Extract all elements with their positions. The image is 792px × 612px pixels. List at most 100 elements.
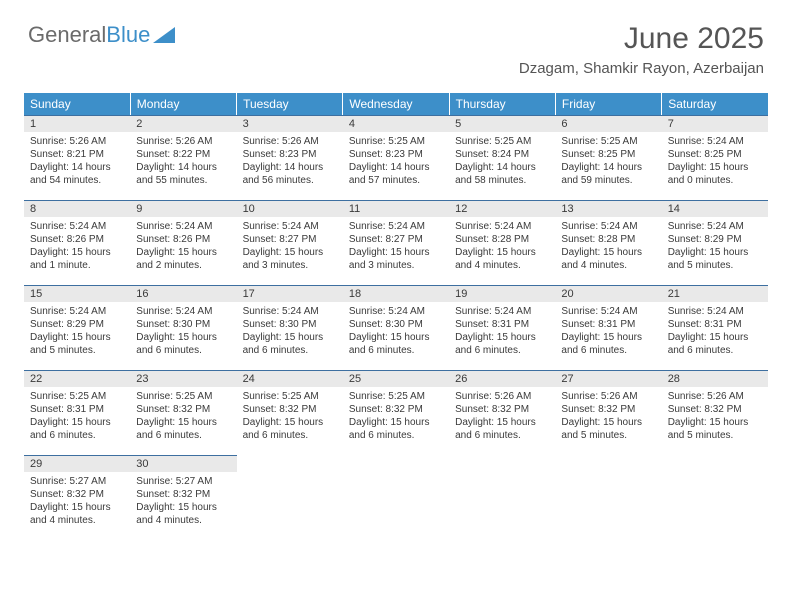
daylight-line: Daylight: 15 hours and 5 minutes.	[561, 416, 655, 442]
sunset-line: Sunset: 8:32 PM	[349, 403, 443, 416]
day-number: 28	[662, 370, 768, 387]
sunset-line: Sunset: 8:28 PM	[561, 233, 655, 246]
calendar-cell: 22Sunrise: 5:25 AMSunset: 8:31 PMDayligh…	[24, 370, 130, 455]
sunset-line: Sunset: 8:32 PM	[455, 403, 549, 416]
sunset-line: Sunset: 8:31 PM	[668, 318, 762, 331]
daylight-line: Daylight: 15 hours and 6 minutes.	[455, 416, 549, 442]
day-number: 13	[555, 200, 661, 217]
sunset-line: Sunset: 8:29 PM	[30, 318, 124, 331]
calendar-cell: 18Sunrise: 5:24 AMSunset: 8:30 PMDayligh…	[343, 285, 449, 370]
sunrise-line: Sunrise: 5:24 AM	[136, 305, 230, 318]
daylight-line: Daylight: 15 hours and 5 minutes.	[30, 331, 124, 357]
calendar-cell: 21Sunrise: 5:24 AMSunset: 8:31 PMDayligh…	[662, 285, 768, 370]
day-body: Sunrise: 5:27 AMSunset: 8:32 PMDaylight:…	[130, 472, 236, 530]
sunset-line: Sunset: 8:29 PM	[668, 233, 762, 246]
calendar-week-row: 22Sunrise: 5:25 AMSunset: 8:31 PMDayligh…	[24, 370, 768, 455]
daylight-line: Daylight: 15 hours and 6 minutes.	[243, 416, 337, 442]
weekday-header: Monday	[130, 93, 236, 115]
day-number: 23	[130, 370, 236, 387]
day-body: Sunrise: 5:24 AMSunset: 8:30 PMDaylight:…	[130, 302, 236, 360]
calendar-cell: 1Sunrise: 5:26 AMSunset: 8:21 PMDaylight…	[24, 115, 130, 200]
day-body: Sunrise: 5:26 AMSunset: 8:32 PMDaylight:…	[449, 387, 555, 445]
sunrise-line: Sunrise: 5:25 AM	[349, 390, 443, 403]
day-body: Sunrise: 5:26 AMSunset: 8:23 PMDaylight:…	[237, 132, 343, 190]
calendar-cell: 12Sunrise: 5:24 AMSunset: 8:28 PMDayligh…	[449, 200, 555, 285]
sunset-line: Sunset: 8:30 PM	[243, 318, 337, 331]
sunrise-line: Sunrise: 5:26 AM	[30, 135, 124, 148]
calendar-cell: 8Sunrise: 5:24 AMSunset: 8:26 PMDaylight…	[24, 200, 130, 285]
calendar-cell	[343, 455, 449, 540]
day-number: 24	[237, 370, 343, 387]
day-number: 7	[662, 115, 768, 132]
sunset-line: Sunset: 8:30 PM	[136, 318, 230, 331]
day-body: Sunrise: 5:24 AMSunset: 8:28 PMDaylight:…	[449, 217, 555, 275]
daylight-line: Daylight: 15 hours and 6 minutes.	[349, 331, 443, 357]
day-body: Sunrise: 5:25 AMSunset: 8:24 PMDaylight:…	[449, 132, 555, 190]
header: GeneralBlue June 2025 Dzagam, Shamkir Ra…	[0, 0, 792, 83]
day-body: Sunrise: 5:24 AMSunset: 8:30 PMDaylight:…	[237, 302, 343, 360]
sunrise-line: Sunrise: 5:24 AM	[455, 220, 549, 233]
day-body: Sunrise: 5:26 AMSunset: 8:32 PMDaylight:…	[555, 387, 661, 445]
daylight-line: Daylight: 15 hours and 3 minutes.	[349, 246, 443, 272]
day-number: 8	[24, 200, 130, 217]
logo-text-blue: Blue	[106, 22, 150, 48]
sunset-line: Sunset: 8:23 PM	[243, 148, 337, 161]
weekday-header: Sunday	[24, 93, 130, 115]
day-body: Sunrise: 5:25 AMSunset: 8:25 PMDaylight:…	[555, 132, 661, 190]
sunset-line: Sunset: 8:23 PM	[349, 148, 443, 161]
sunset-line: Sunset: 8:21 PM	[30, 148, 124, 161]
daylight-line: Daylight: 14 hours and 58 minutes.	[455, 161, 549, 187]
daylight-line: Daylight: 15 hours and 6 minutes.	[136, 331, 230, 357]
daylight-line: Daylight: 15 hours and 6 minutes.	[30, 416, 124, 442]
sunset-line: Sunset: 8:28 PM	[455, 233, 549, 246]
calendar-cell: 15Sunrise: 5:24 AMSunset: 8:29 PMDayligh…	[24, 285, 130, 370]
day-body: Sunrise: 5:24 AMSunset: 8:25 PMDaylight:…	[662, 132, 768, 190]
day-number: 3	[237, 115, 343, 132]
calendar-cell	[449, 455, 555, 540]
calendar-cell	[237, 455, 343, 540]
day-body: Sunrise: 5:24 AMSunset: 8:26 PMDaylight:…	[130, 217, 236, 275]
day-body: Sunrise: 5:26 AMSunset: 8:21 PMDaylight:…	[24, 132, 130, 190]
calendar-cell: 30Sunrise: 5:27 AMSunset: 8:32 PMDayligh…	[130, 455, 236, 540]
day-body: Sunrise: 5:27 AMSunset: 8:32 PMDaylight:…	[24, 472, 130, 530]
daylight-line: Daylight: 15 hours and 6 minutes.	[668, 331, 762, 357]
calendar-cell: 28Sunrise: 5:26 AMSunset: 8:32 PMDayligh…	[662, 370, 768, 455]
day-body: Sunrise: 5:24 AMSunset: 8:31 PMDaylight:…	[662, 302, 768, 360]
sunrise-line: Sunrise: 5:25 AM	[243, 390, 337, 403]
weekday-header: Wednesday	[343, 93, 449, 115]
sunrise-line: Sunrise: 5:24 AM	[243, 305, 337, 318]
sunset-line: Sunset: 8:31 PM	[561, 318, 655, 331]
daylight-line: Daylight: 15 hours and 4 minutes.	[561, 246, 655, 272]
day-number: 19	[449, 285, 555, 302]
weekday-header: Friday	[555, 93, 661, 115]
calendar-cell: 26Sunrise: 5:26 AMSunset: 8:32 PMDayligh…	[449, 370, 555, 455]
sunrise-line: Sunrise: 5:24 AM	[668, 220, 762, 233]
sunset-line: Sunset: 8:24 PM	[455, 148, 549, 161]
sunrise-line: Sunrise: 5:26 AM	[561, 390, 655, 403]
day-body: Sunrise: 5:24 AMSunset: 8:30 PMDaylight:…	[343, 302, 449, 360]
sunrise-line: Sunrise: 5:25 AM	[30, 390, 124, 403]
day-body: Sunrise: 5:25 AMSunset: 8:23 PMDaylight:…	[343, 132, 449, 190]
day-number: 21	[662, 285, 768, 302]
daylight-line: Daylight: 14 hours and 54 minutes.	[30, 161, 124, 187]
calendar-body: 1Sunrise: 5:26 AMSunset: 8:21 PMDaylight…	[24, 115, 768, 540]
sunrise-line: Sunrise: 5:25 AM	[349, 135, 443, 148]
month-title: June 2025	[519, 22, 764, 56]
sunrise-line: Sunrise: 5:24 AM	[349, 305, 443, 318]
sunrise-line: Sunrise: 5:24 AM	[30, 220, 124, 233]
sunset-line: Sunset: 8:31 PM	[455, 318, 549, 331]
day-body: Sunrise: 5:24 AMSunset: 8:27 PMDaylight:…	[237, 217, 343, 275]
daylight-line: Daylight: 15 hours and 6 minutes.	[136, 416, 230, 442]
sunset-line: Sunset: 8:26 PM	[136, 233, 230, 246]
calendar-table: SundayMondayTuesdayWednesdayThursdayFrid…	[24, 93, 768, 540]
sunrise-line: Sunrise: 5:24 AM	[455, 305, 549, 318]
calendar-cell: 17Sunrise: 5:24 AMSunset: 8:30 PMDayligh…	[237, 285, 343, 370]
sunset-line: Sunset: 8:32 PM	[561, 403, 655, 416]
logo: GeneralBlue	[28, 22, 175, 48]
daylight-line: Daylight: 15 hours and 1 minute.	[30, 246, 124, 272]
calendar-cell: 5Sunrise: 5:25 AMSunset: 8:24 PMDaylight…	[449, 115, 555, 200]
day-number: 17	[237, 285, 343, 302]
sunset-line: Sunset: 8:30 PM	[349, 318, 443, 331]
sunrise-line: Sunrise: 5:27 AM	[30, 475, 124, 488]
calendar-cell: 6Sunrise: 5:25 AMSunset: 8:25 PMDaylight…	[555, 115, 661, 200]
